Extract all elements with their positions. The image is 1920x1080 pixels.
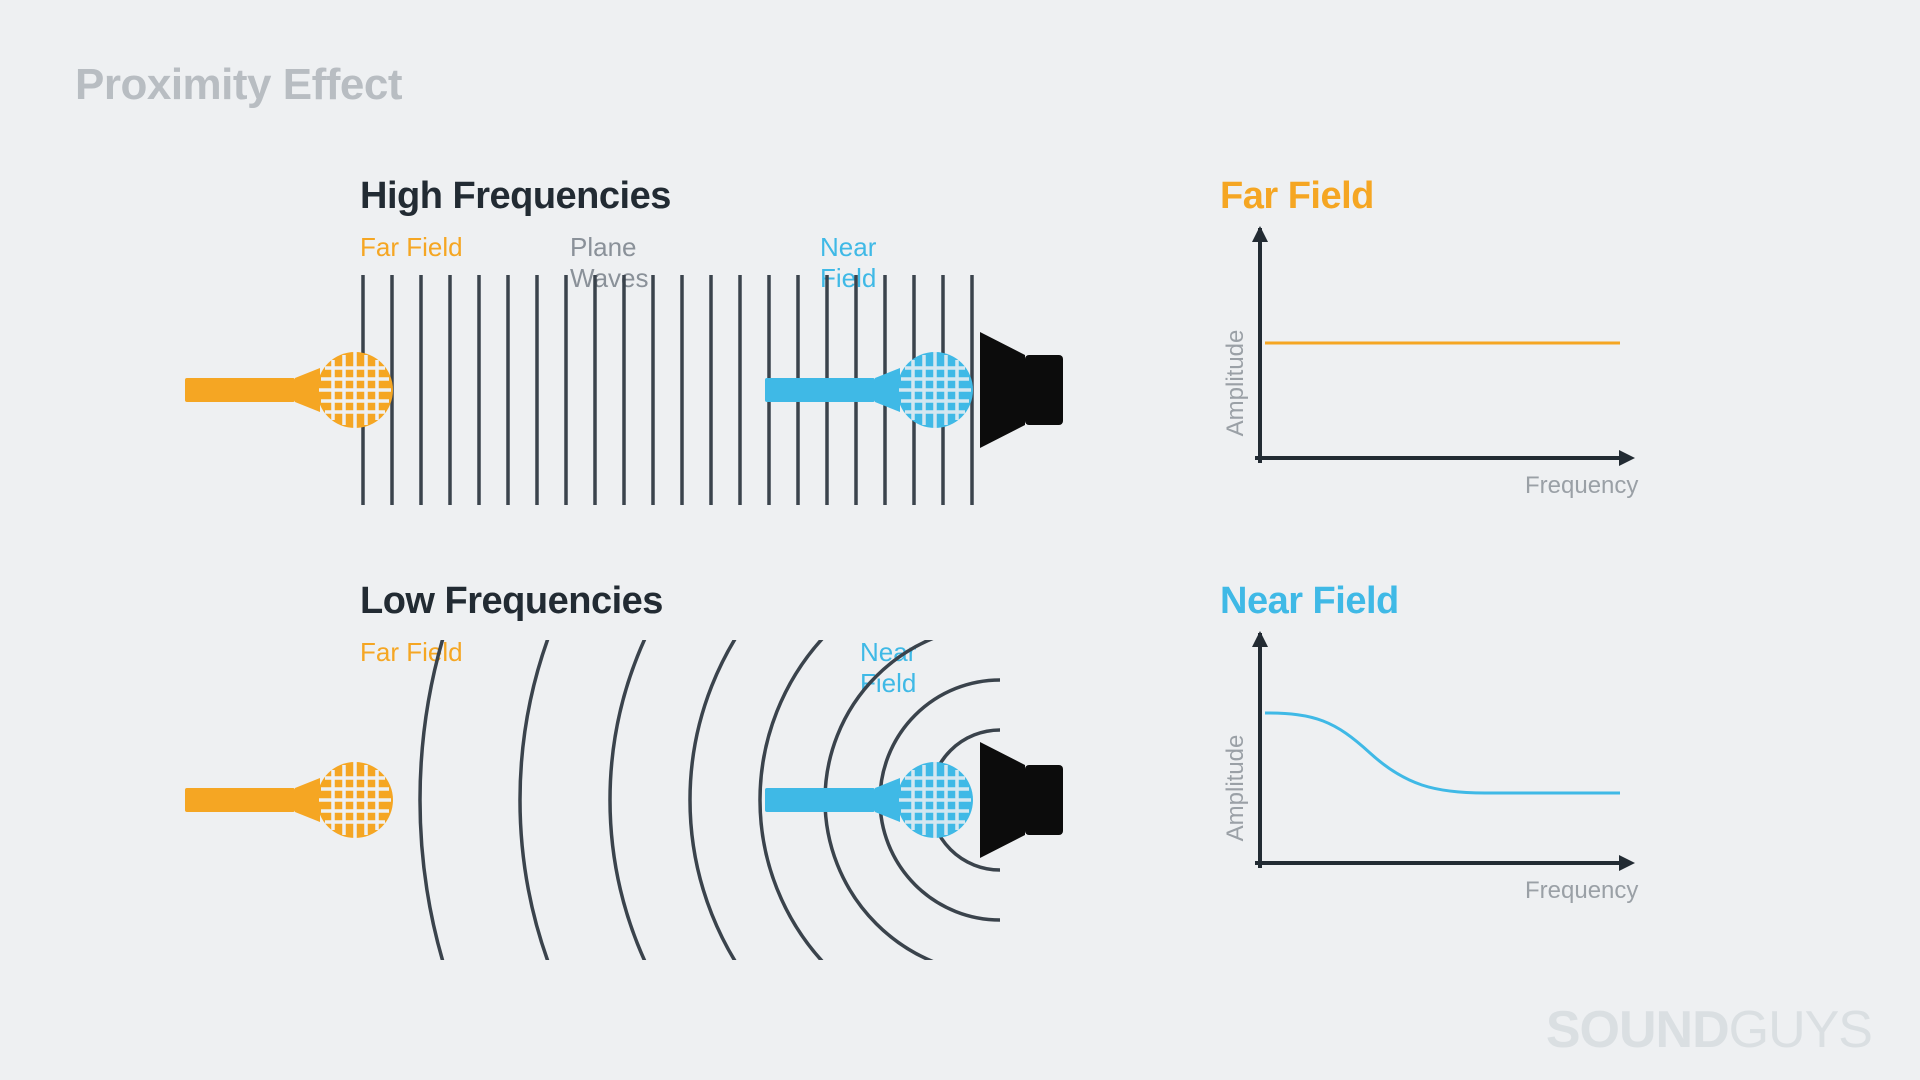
page-title: Proximity Effect [75,60,402,110]
far-mic-icon-low [185,762,393,838]
far-chart-title: Far Field [1220,175,1650,218]
high-far-label: Far Field [360,232,463,263]
speaker-icon-low [980,742,1063,858]
near-chart-title: Near Field [1220,580,1650,623]
far-field-chart: Far Field Amplitude Frequency [1220,175,1650,523]
high-freq-section: High Frequencies Far Field Plane Waves N… [360,175,671,232]
near-mic-icon [765,352,973,428]
near-ylabel: Amplitude [1222,735,1249,842]
near-mic-icon-low [765,762,973,838]
high-freq-diagram [185,260,1085,520]
far-xlabel: Frequency [1525,472,1638,499]
low-freq-section: Low Frequencies Far Field Near Field [360,580,663,637]
far-ylabel: Amplitude [1222,330,1249,437]
far-mic-icon [185,352,393,428]
high-freq-title: High Frequencies [360,175,671,218]
low-freq-diagram [185,640,1085,960]
watermark-thin: GUYS [1729,1001,1872,1059]
near-field-chart: Near Field Amplitude Frequency [1220,580,1650,928]
watermark-bold: SOUND [1546,1001,1729,1059]
speaker-icon [980,332,1063,448]
watermark: SOUNDGUYS [1546,1000,1872,1060]
near-xlabel: Frequency [1525,877,1638,904]
low-freq-title: Low Frequencies [360,580,663,623]
